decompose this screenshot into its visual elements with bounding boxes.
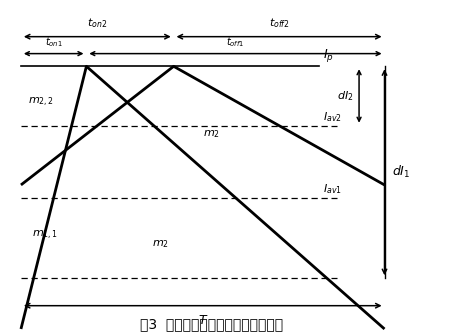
Text: $dI_1$: $dI_1$ bbox=[391, 164, 409, 180]
Text: $I_{av1}$: $I_{av1}$ bbox=[322, 182, 341, 196]
Text: $m_2$: $m_2$ bbox=[151, 238, 168, 250]
Text: 图3  在不同占空比下输出电感的电流: 图3 在不同占空比下输出电感的电流 bbox=[140, 317, 283, 331]
Text: $dI_2$: $dI_2$ bbox=[336, 89, 353, 103]
Text: $m_{2,2}$: $m_{2,2}$ bbox=[28, 96, 54, 109]
Text: $t_{off1}$: $t_{off1}$ bbox=[226, 36, 244, 49]
Text: $t_{on2}$: $t_{on2}$ bbox=[87, 16, 107, 30]
Text: $m_2$: $m_2$ bbox=[202, 128, 219, 140]
Text: $t_{off2}$: $t_{off2}$ bbox=[268, 16, 289, 30]
Text: $I_{av2}$: $I_{av2}$ bbox=[322, 110, 341, 124]
Text: $T$: $T$ bbox=[197, 314, 207, 327]
Text: $t_{on1}$: $t_{on1}$ bbox=[45, 36, 62, 49]
Text: $I_p$: $I_p$ bbox=[322, 47, 333, 64]
Text: $m_{1,1}$: $m_{1,1}$ bbox=[32, 229, 58, 242]
